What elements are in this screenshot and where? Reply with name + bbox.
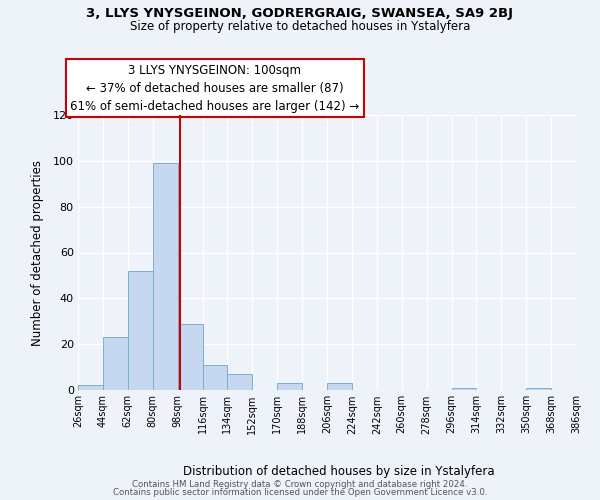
Bar (526, 388, 551, 390)
Text: 3, LLYS YNYSGEINON, GODRERGRAIG, SWANSEA, SA9 2BJ: 3, LLYS YNYSGEINON, GODRERGRAIG, SWANSEA… (86, 8, 514, 20)
Y-axis label: Number of detached properties: Number of detached properties (31, 160, 44, 346)
Bar (103, 338, 128, 390)
Bar (128, 271, 152, 390)
Bar (178, 324, 203, 390)
Bar (277, 383, 302, 390)
Text: Contains public sector information licensed under the Open Government Licence v3: Contains public sector information licen… (113, 488, 487, 497)
Bar (452, 388, 476, 390)
Text: Size of property relative to detached houses in Ystalyfera: Size of property relative to detached ho… (130, 20, 470, 33)
Text: 3 LLYS YNYSGEINON: 100sqm
← 37% of detached houses are smaller (87)
61% of semi-: 3 LLYS YNYSGEINON: 100sqm ← 37% of detac… (70, 64, 359, 112)
Text: Contains HM Land Registry data © Crown copyright and database right 2024.: Contains HM Land Registry data © Crown c… (132, 480, 468, 489)
Text: Distribution of detached houses by size in Ystalyfera: Distribution of detached houses by size … (183, 464, 495, 477)
Bar (78, 386, 103, 390)
Bar (203, 365, 227, 390)
Bar (327, 383, 352, 390)
Bar (227, 374, 253, 390)
Bar (152, 163, 178, 390)
